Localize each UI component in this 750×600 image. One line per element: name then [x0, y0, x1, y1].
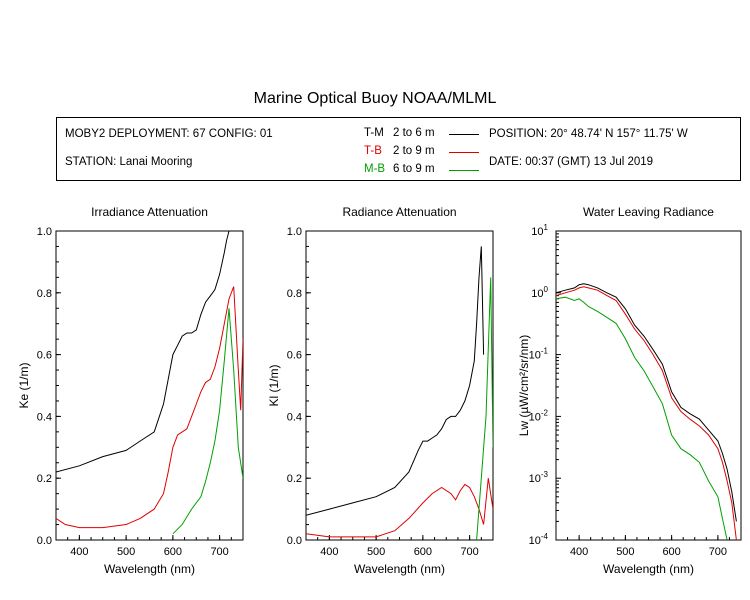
chart2-ytick-label: 0.8 — [287, 288, 302, 300]
chart2-xlabel: Wavelength (nm) — [354, 562, 445, 576]
position-text: POSITION: 20° 48.74' N 157° 11.75' W — [489, 128, 688, 140]
chart1-ylabel: Ke (1/m) — [17, 362, 31, 408]
chart3-title: Water Leaving Radiance — [583, 205, 714, 219]
chart1-xtick-label: 600 — [164, 546, 182, 558]
chart3-xtick-label: 700 — [709, 546, 727, 558]
chart1-series-t-m — [56, 231, 230, 473]
chart1-series-m-b — [172, 308, 243, 535]
legend-code-tb: T-B — [364, 145, 382, 157]
legend-line-tb — [449, 152, 479, 153]
chart3-ytick-label: 10-1 — [529, 347, 549, 362]
chart3-ytick-label: 10-4 — [529, 532, 549, 547]
legend-line-tm — [449, 134, 479, 135]
chart1-xtick-label: 500 — [117, 546, 135, 558]
deployment-text: MOBY2 DEPLOYMENT: 67 CONFIG: 01 — [65, 128, 273, 140]
chart3-frame — [555, 230, 742, 541]
chart2-series-t-m — [306, 246, 485, 516]
chart1-ytick-label: 0.2 — [37, 473, 52, 485]
chart1-xtick-label: 700 — [210, 546, 228, 558]
station-text: STATION: Lanai Mooring — [65, 156, 193, 168]
chart3-xtick-label: 400 — [570, 546, 588, 558]
chart2-xtick-label: 400 — [320, 546, 338, 558]
chart2-series-m-b — [476, 277, 493, 540]
chart3-series-t-m — [556, 283, 737, 522]
chart1-ytick-label: 0.8 — [37, 288, 52, 300]
chart2-xtick-label: 600 — [414, 546, 432, 558]
page-title: Marine Optical Buoy NOAA/MLML — [253, 90, 497, 107]
chart3-series-t-b — [556, 286, 737, 540]
chart2-ytick-label: 0.6 — [287, 350, 302, 362]
chart1-ytick-label: 0.0 — [37, 535, 52, 547]
legend-code-mb: M-B — [364, 163, 386, 175]
chart3-xtick-label: 600 — [662, 546, 680, 558]
chart2-title: Radiance Attenuation — [342, 205, 456, 219]
chart3-ytick-label: 10-2 — [529, 408, 549, 423]
legend-code-tm: T-M — [364, 127, 384, 139]
chart2-xtick-label: 500 — [367, 546, 385, 558]
chart2-ylabel: Kl (1/m) — [267, 364, 281, 406]
chart2-ytick-label: 1.0 — [287, 226, 302, 238]
chart1-ytick-label: 1.0 — [37, 226, 52, 238]
chart1-ytick-label: 0.6 — [37, 350, 52, 362]
chart3-ytick-label: 10-3 — [529, 470, 549, 485]
chart2-ytick-label: 0.4 — [287, 411, 302, 423]
chart2-ytick-label: 0.0 — [287, 535, 302, 547]
legend-range-tm: 2 to 6 m — [393, 127, 435, 139]
chart3-ytick-label: 101 — [531, 223, 548, 238]
legend-range-mb: 6 to 9 m — [393, 163, 435, 175]
chart3-xtick-label: 500 — [616, 546, 634, 558]
chart3-ylabel: Lw (µW/cm²/sr/nm) — [517, 335, 531, 437]
chart1-title: Irradiance Attenuation — [91, 205, 208, 219]
chart3-xlabel: Wavelength (nm) — [603, 562, 694, 576]
chart1-series-t-b — [56, 286, 243, 529]
chart3-series-m-b — [556, 296, 728, 540]
chart2-xtick-label: 700 — [460, 546, 478, 558]
chart2-frame — [305, 230, 494, 541]
chart3-ytick-label: 100 — [531, 285, 548, 300]
date-text: DATE: 00:37 (GMT) 13 Jul 2019 — [489, 156, 654, 168]
chart1-xlabel: Wavelength (nm) — [104, 562, 195, 576]
chart1-frame — [55, 230, 244, 541]
info-box: MOBY2 DEPLOYMENT: 67 CONFIG: 01 STATION:… — [56, 117, 741, 181]
chart2-ytick-label: 0.2 — [287, 473, 302, 485]
legend-line-mb — [449, 170, 479, 171]
legend-range-tb: 2 to 9 m — [393, 145, 435, 157]
chart1-xtick-label: 400 — [70, 546, 88, 558]
chart1-ytick-label: 0.4 — [37, 411, 52, 423]
